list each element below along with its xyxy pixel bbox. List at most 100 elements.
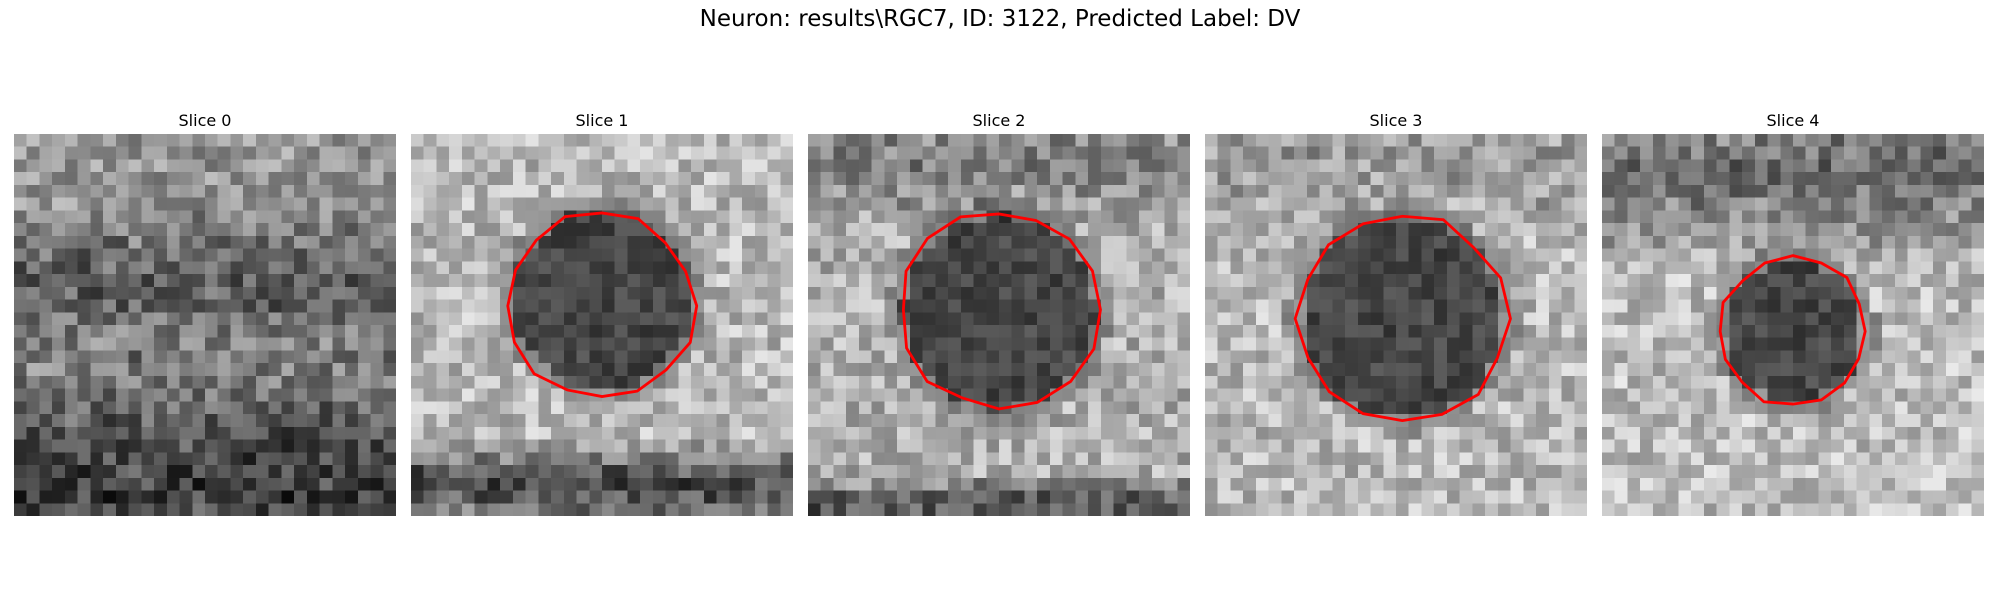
pixel — [935, 172, 949, 186]
pixel — [1446, 146, 1460, 160]
pixel — [1665, 426, 1679, 440]
pixel — [1665, 146, 1679, 160]
pixel — [1281, 439, 1295, 453]
pixel — [1780, 452, 1794, 466]
pixel — [52, 261, 66, 275]
pixel — [1536, 274, 1550, 288]
pixel — [1614, 274, 1628, 288]
pixel — [281, 261, 295, 275]
pixel — [1243, 210, 1257, 224]
pixel — [1729, 197, 1743, 211]
pixel — [808, 299, 821, 313]
pixel — [461, 337, 475, 351]
pixel — [1126, 274, 1140, 288]
pixel — [808, 172, 821, 186]
pixel — [960, 337, 974, 351]
pixel — [871, 261, 885, 275]
pixel — [1255, 184, 1269, 198]
pixel — [230, 172, 244, 186]
pixel — [383, 388, 396, 402]
pixel — [1345, 452, 1359, 466]
pixel — [192, 299, 206, 313]
pixel — [1383, 452, 1397, 466]
pixel — [52, 350, 66, 364]
pixel — [449, 503, 463, 516]
pixel — [999, 465, 1012, 479]
pixel — [1446, 477, 1460, 491]
pixel — [77, 350, 91, 364]
pixel — [179, 477, 193, 491]
pixel — [1062, 274, 1076, 288]
pixel — [141, 375, 155, 389]
pixel — [52, 286, 66, 300]
pixel — [1561, 248, 1575, 262]
pixel — [1767, 172, 1781, 186]
pixel — [1548, 490, 1562, 504]
pixel — [820, 363, 834, 377]
pixel — [487, 261, 501, 275]
pixel — [383, 477, 396, 491]
pixel — [411, 325, 424, 338]
pixel — [1243, 223, 1257, 237]
pixel — [1421, 172, 1435, 186]
pixel — [436, 299, 450, 313]
pixel — [1703, 210, 1717, 224]
pixel — [1139, 401, 1153, 415]
pixel — [1945, 325, 1959, 338]
pixel — [1869, 172, 1883, 186]
pixel — [1408, 146, 1422, 160]
pixel — [64, 401, 78, 415]
pixel — [1497, 388, 1511, 402]
pixel — [243, 426, 257, 440]
pixel — [1754, 401, 1768, 415]
pixel — [512, 325, 526, 338]
pixel — [1742, 414, 1756, 428]
pixel — [614, 223, 628, 237]
pixel — [820, 261, 834, 275]
pixel — [1548, 477, 1562, 491]
pixel — [1703, 134, 1717, 147]
pixel — [1255, 261, 1269, 275]
pixel — [1574, 337, 1587, 351]
pixel — [423, 146, 437, 160]
pixel — [1729, 350, 1743, 364]
pixel — [1306, 299, 1320, 313]
pixel — [166, 452, 180, 466]
pixel — [1971, 363, 1984, 377]
pixel — [1831, 197, 1845, 211]
pixel — [64, 299, 78, 313]
pixel — [1793, 375, 1806, 389]
pixel — [39, 503, 53, 516]
pixel — [691, 363, 705, 377]
pixel — [678, 134, 692, 147]
pixel — [1818, 503, 1832, 516]
pixel — [1319, 350, 1333, 364]
pixel — [1678, 312, 1692, 326]
pixel — [77, 223, 91, 237]
pixel — [1151, 274, 1165, 288]
pixel — [1793, 477, 1806, 491]
pixel — [1716, 401, 1730, 415]
pixel — [1255, 452, 1269, 466]
pixel — [230, 439, 244, 453]
pixel — [652, 312, 666, 326]
pixel — [1703, 261, 1717, 275]
pixel — [243, 388, 257, 402]
pixel — [1088, 172, 1102, 186]
pixel — [948, 146, 962, 160]
pixel — [1742, 248, 1756, 262]
pixel — [166, 503, 180, 516]
pixel — [1548, 184, 1562, 198]
pixel — [306, 261, 320, 275]
pixel — [1177, 274, 1190, 288]
pixel — [1497, 235, 1511, 249]
pixel — [1243, 490, 1257, 504]
pixel — [1281, 503, 1295, 516]
pixel — [1151, 337, 1165, 351]
pixel — [716, 350, 730, 364]
pixel — [1793, 490, 1806, 504]
pixel — [1396, 503, 1409, 516]
pixel — [820, 235, 834, 249]
pixel — [1472, 350, 1486, 364]
pixel — [897, 172, 911, 186]
